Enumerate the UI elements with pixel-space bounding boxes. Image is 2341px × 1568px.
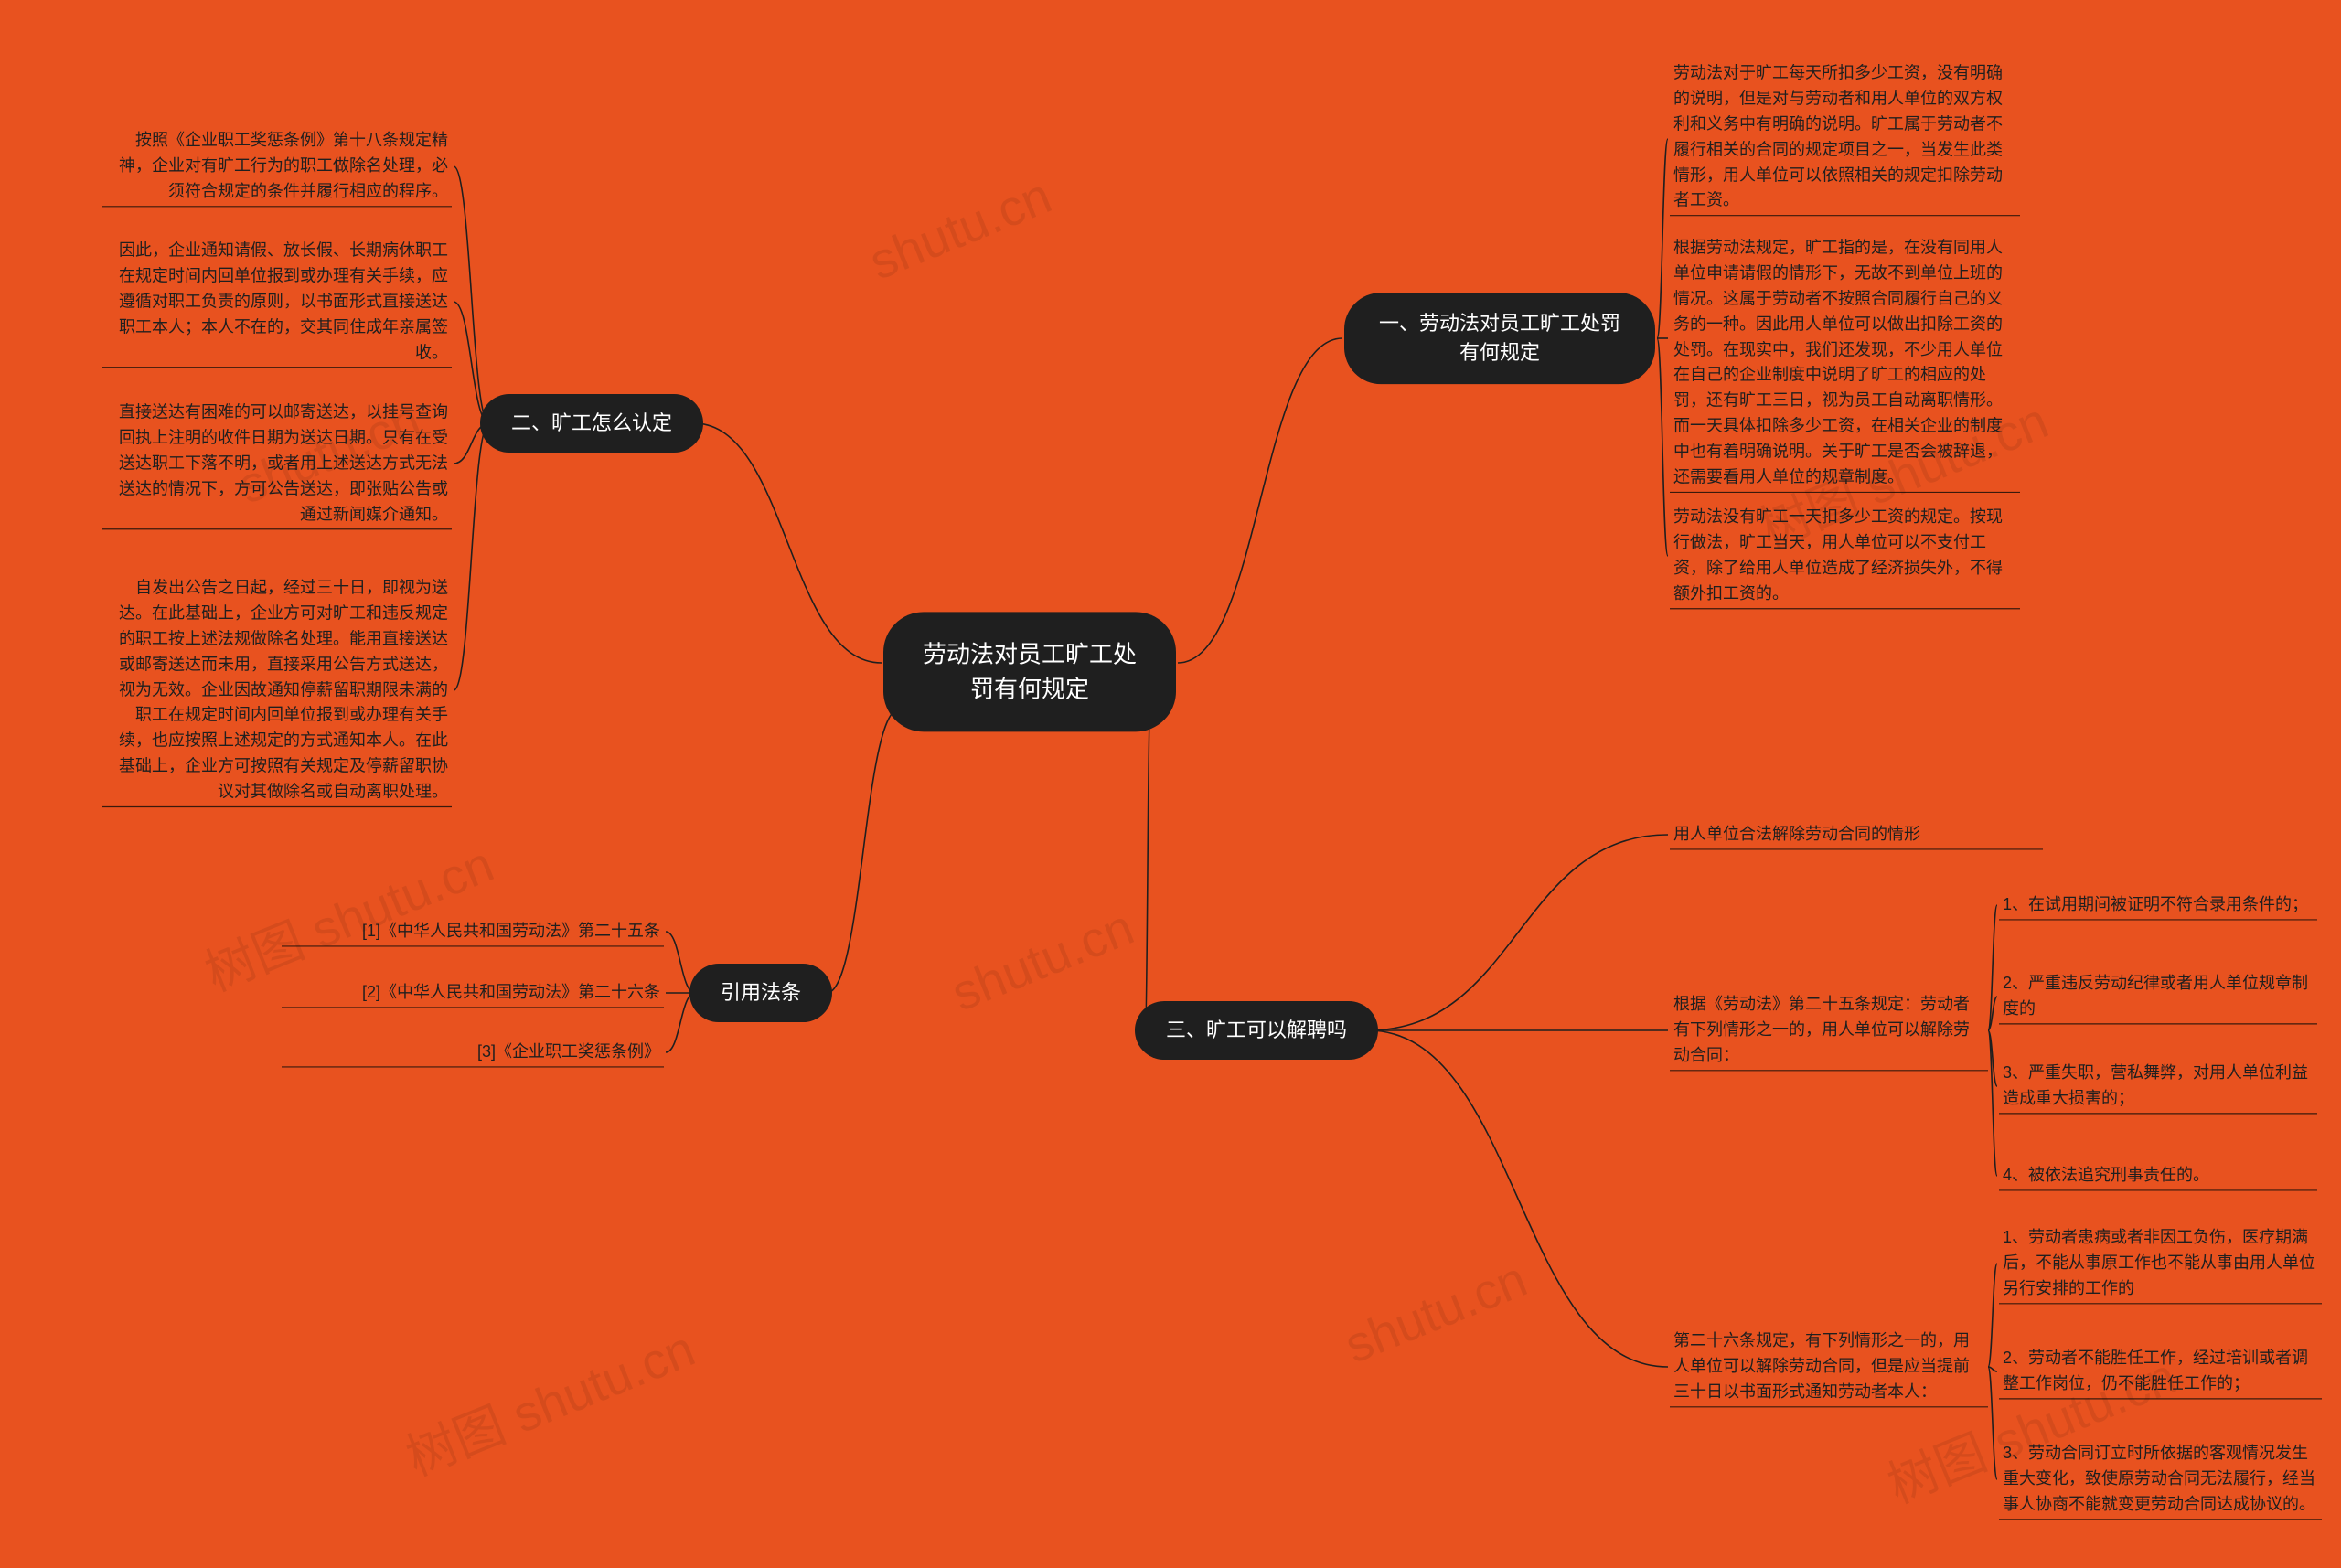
leaf-text: 劳动法没有旷工一天扣多少工资的规定。按现行做法，旷工当天，用人单位可以不支付工资… (1673, 505, 2016, 607)
watermark: shutu.cn (1337, 1249, 1535, 1374)
branch-4: 引用法条 (689, 964, 832, 1022)
watermark: 树图 shutu.cn (394, 1308, 704, 1490)
leaf-text: 直接送达有困难的可以邮寄送达，以挂号查询回执上注明的收件日期为送达日期。只有在受… (105, 400, 448, 527)
mindmap-canvas: 劳动法对员工旷工处罚有何规定 一、劳动法对员工旷工处罚有何规定 二、旷工怎么认定… (0, 0, 2341, 1568)
leaf-text: 2、劳动者不能胜任工作，经过培训或者调整工作岗位，仍不能胜任工作的； (2003, 1346, 2318, 1397)
leaf-text: 因此，企业通知请假、放长假、长期病休职工在规定时间内回单位报到或办理有关手续，应… (105, 238, 448, 365)
leaf-text: 用人单位合法解除劳动合同的情形 (1673, 822, 2039, 848)
leaf-text: 第二十六条规定，有下列情形之一的，用人单位可以解除劳动合同，但是应当提前三十日以… (1673, 1328, 1984, 1405)
leaf-text: 劳动法对于旷工每天所扣多少工资，没有明确的说明，但是对与劳动者和用人单位的双方权… (1673, 60, 2016, 213)
leaf-text: 自发出公告之日起，经过三十日，即视为送达。在此基础上，企业方可对旷工和违反规定的… (105, 575, 448, 805)
branch-1: 一、劳动法对员工旷工处罚有何规定 (1344, 293, 1655, 384)
leaf-text: 3、劳动合同订立时所依据的客观情况发生重大变化，致使原劳动合同无法履行，经当事人… (2003, 1441, 2318, 1518)
leaf-text: [2]《中华人民共和国劳动法》第二十六条 (285, 980, 660, 1006)
leaf-text: 根据《劳动法》第二十五条规定：劳动者有下列情形之一的，用人单位可以解除劳动合同： (1673, 992, 1984, 1069)
root-node: 劳动法对员工旷工处罚有何规定 (883, 612, 1176, 731)
leaf-text: 4、被依法追究刑事责任的。 (2003, 1163, 2314, 1189)
leaf-text: 按照《企业职工奖惩条例》第十八条规定精神，企业对有旷工行为的职工做除名处理，必须… (105, 128, 448, 205)
leaf-text: [3]《企业职工奖惩条例》 (285, 1040, 660, 1065)
leaf-text: [1]《中华人民共和国劳动法》第二十五条 (285, 919, 660, 944)
watermark: 树图 shutu.cn (193, 824, 503, 1006)
leaf-text: 1、在试用期间被证明不符合录用条件的； (2003, 892, 2314, 918)
branch-2: 二、旷工怎么认定 (480, 394, 703, 453)
leaf-text: 2、严重违反劳动纪律或者用人单位规章制度的 (2003, 971, 2314, 1022)
watermark: shutu.cn (861, 165, 1060, 291)
leaf-text: 1、劳动者患病或者非因工负伤，医疗期满后，不能从事原工作也不能从事由用人单位另行… (2003, 1225, 2318, 1302)
branch-3: 三、旷工可以解聘吗 (1135, 1001, 1378, 1060)
leaf-text: 3、严重失职，营私舞弊，对用人单位利益造成重大损害的； (2003, 1061, 2314, 1112)
watermark: shutu.cn (944, 897, 1142, 1022)
leaf-text: 根据劳动法规定，旷工指的是，在没有同用人单位申请请假的情形下，无故不到单位上班的… (1673, 236, 2016, 491)
